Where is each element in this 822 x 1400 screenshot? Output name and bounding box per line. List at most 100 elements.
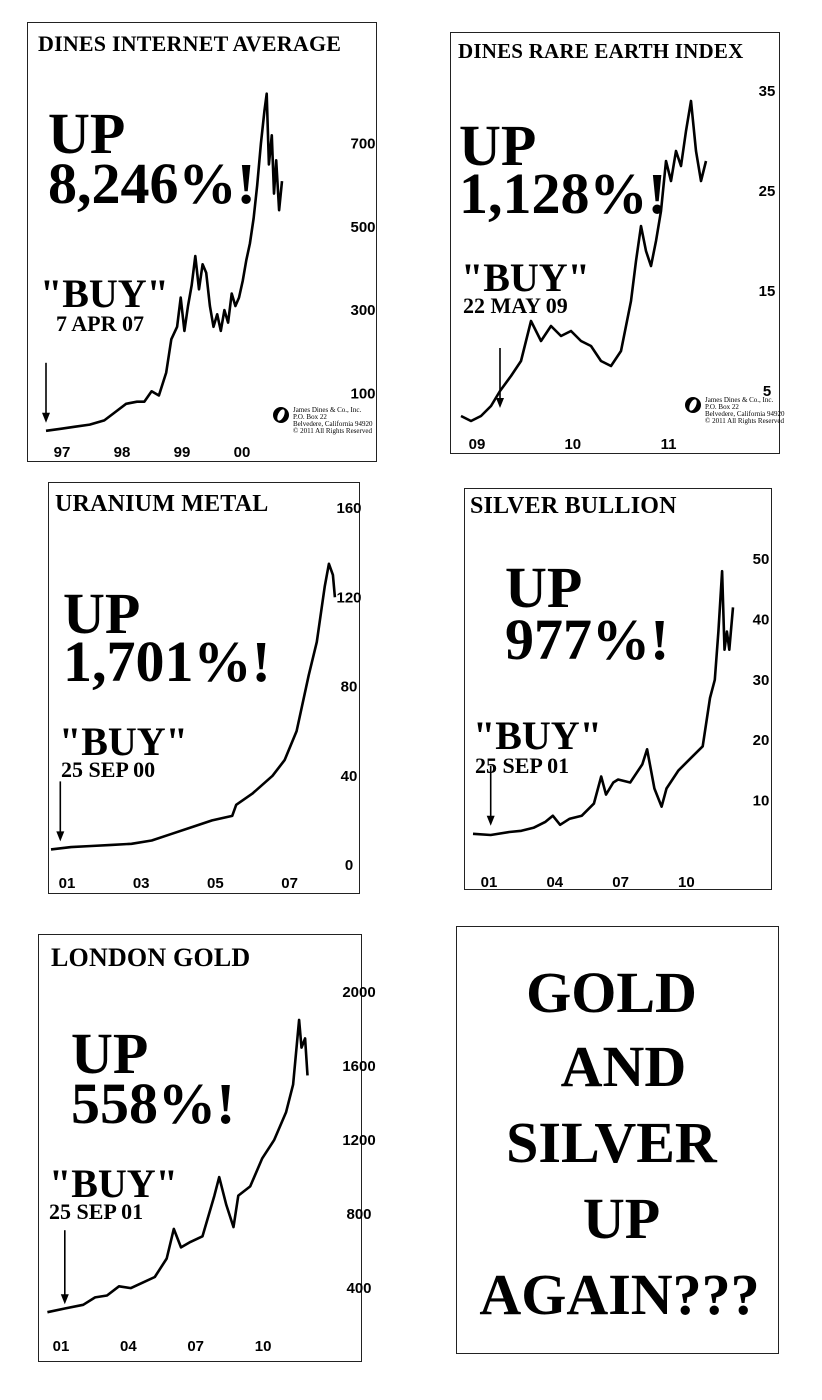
chart-panel-gold: LONDON GOLD UP 558%! "BUY" 25 SEP 01 400…	[38, 934, 376, 1362]
buy-label: "BUY"	[40, 271, 169, 316]
x-tick-label: 99	[174, 444, 191, 461]
change-label-percent: 558%!	[71, 1071, 236, 1136]
price-line	[47, 1018, 309, 1314]
y-tick-label: 500	[350, 219, 375, 236]
x-tick-label: 98	[114, 444, 131, 461]
logo-line: P.O. Box 22	[293, 413, 327, 421]
logo-line: Belvedere, California 94920	[705, 410, 785, 418]
price-line	[460, 99, 708, 423]
buy-date: 25 SEP 01	[475, 753, 570, 778]
buy-date: 25 SEP 01	[49, 1199, 144, 1224]
x-tick-label: 04	[120, 1338, 137, 1355]
buy-arrow-head	[42, 412, 50, 423]
y-tick-label: 80	[341, 679, 358, 696]
logo-line: © 2011 All Rights Reserved	[293, 427, 372, 435]
y-tick-label: 300	[350, 302, 375, 319]
buy-arrow-head	[496, 398, 504, 408]
chart-svg: 100 300 500 700 97 98 99 00	[42, 92, 376, 461]
y-tick-label: 5	[763, 383, 771, 400]
buy-label: "BUY"	[59, 719, 188, 764]
x-tick-label: 10	[564, 436, 581, 453]
logo-icon	[273, 407, 289, 423]
buy-label: "BUY"	[49, 1161, 178, 1206]
slogan-line: SILVER	[506, 1110, 717, 1175]
y-tick-label: 2000	[342, 984, 375, 1001]
buy-arrow-head	[56, 831, 65, 842]
change-label-up: UP	[505, 555, 583, 620]
change-label-up: UP	[459, 113, 537, 178]
y-tick-label: 400	[346, 1280, 371, 1297]
y-tick-label: 40	[341, 768, 358, 785]
x-tick-label: 01	[53, 1338, 70, 1355]
change-label-up: UP	[71, 1021, 149, 1086]
logo-line: © 2011 All Rights Reserved	[705, 417, 784, 425]
chart-title: URANIUM METAL	[55, 491, 269, 517]
chart-title: DINES INTERNET AVERAGE	[38, 31, 342, 56]
x-tick-label: 01	[481, 874, 498, 891]
chart-svg: 0 40 80 120 160 01 03 05 07	[50, 500, 362, 892]
chart-title: DINES RARE EARTH INDEX	[458, 39, 744, 63]
y-tick-label: 35	[759, 83, 776, 100]
y-tick-label: 25	[759, 183, 776, 200]
y-tick-label: 30	[753, 672, 770, 689]
chart-panel-internet: DINES INTERNET AVERAGE UP 8,246%! "BUY" …	[27, 22, 377, 462]
price-line	[45, 92, 284, 433]
price-line	[472, 569, 735, 837]
y-tick-label: 10	[753, 793, 770, 810]
y-tick-label: 100	[350, 385, 375, 402]
slogan-line: AND	[560, 1034, 687, 1099]
change-label-percent: 8,246%!	[48, 151, 256, 216]
slogan-line: AGAIN???	[479, 1262, 760, 1327]
x-tick-label: 07	[281, 875, 298, 892]
x-tick-label: 00	[234, 444, 251, 461]
x-tick-label: 07	[612, 874, 629, 891]
change-label-up: UP	[63, 581, 141, 646]
logo-line: James Dines & Co., Inc.	[705, 396, 774, 404]
buy-date: 7 APR 07	[56, 311, 144, 336]
change-label-percent: 1,128%!	[459, 161, 667, 226]
x-tick-label: 09	[469, 436, 486, 453]
y-tick-label: 0	[345, 857, 353, 874]
chart-panel-uranium: URANIUM METAL UP 1,701%! "BUY" 25 SEP 00…	[48, 482, 362, 894]
y-tick-label: 20	[753, 732, 770, 749]
y-tick-label: 160	[336, 500, 361, 517]
y-tick-label: 40	[753, 612, 770, 629]
y-tick-label: 15	[759, 283, 776, 300]
x-tick-label: 10	[255, 1338, 272, 1355]
y-tick-label: 800	[346, 1206, 371, 1223]
y-tick-label: 50	[753, 551, 770, 568]
chart-title: LONDON GOLD	[51, 943, 251, 972]
y-tick-label: 1200	[342, 1132, 375, 1149]
chart-panel-rare-earth: DINES RARE EARTH INDEX UP 1,128%! "BUY" …	[450, 32, 785, 454]
chart-title: SILVER BULLION	[470, 493, 677, 519]
x-tick-label: 11	[661, 436, 677, 453]
logo-line: James Dines & Co., Inc.	[293, 406, 362, 414]
chart-svg: 10 20 30 40 50 01 04 07 10	[472, 551, 770, 891]
logo-icon	[685, 397, 701, 413]
y-tick-label: 700	[350, 136, 375, 153]
buy-arrow-head	[486, 815, 495, 826]
x-tick-label: 97	[54, 444, 71, 461]
slogan-box: GOLD AND SILVER UP AGAIN???	[456, 926, 779, 1354]
x-tick-label: 05	[207, 875, 224, 892]
buy-date: 25 SEP 00	[61, 757, 156, 782]
change-label-up: UP	[48, 101, 126, 166]
buy-label: "BUY"	[473, 713, 602, 758]
buy-label: "BUY"	[461, 255, 590, 300]
x-tick-label: 07	[187, 1338, 204, 1355]
y-tick-label: 1600	[342, 1058, 375, 1075]
x-tick-label: 04	[546, 874, 563, 891]
y-tick-label: 120	[336, 589, 361, 606]
slogan-line: UP	[582, 1186, 661, 1251]
price-line	[50, 562, 337, 851]
logo-line: P.O. Box 22	[705, 403, 739, 411]
buy-arrow-head	[60, 1294, 69, 1305]
chart-svg: 5 15 25 35 09 10 11	[460, 83, 776, 453]
chart-svg: 400 800 1200 1600 2000 01 04 07 10	[47, 984, 376, 1355]
x-tick-label: 01	[59, 875, 76, 892]
slogan-line: GOLD	[526, 960, 697, 1025]
logo-line: Belvedere, California 94920	[293, 420, 373, 428]
change-label-percent: 1,701%!	[63, 629, 271, 694]
buy-date: 22 MAY 09	[463, 293, 568, 318]
change-label-percent: 977%!	[505, 607, 670, 672]
